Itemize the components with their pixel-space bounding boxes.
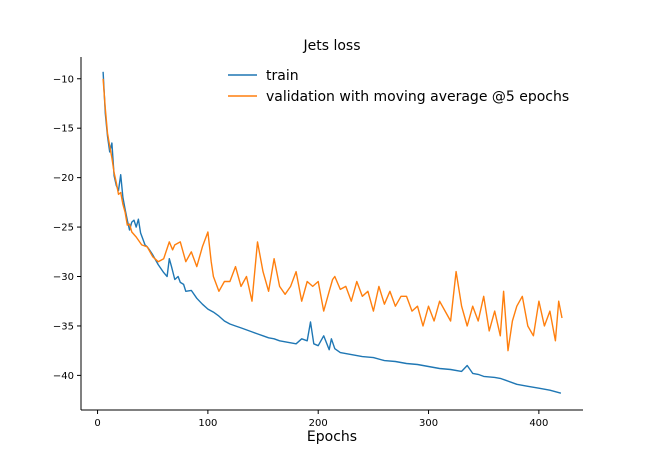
y-tick-label: −25 [53,223,74,234]
x-tick-label: 100 [198,418,217,429]
legend: train validation with moving average @5 … [228,68,569,105]
y-ticks: −10 −15 −20 −25 −30 −35 −40 [53,74,81,382]
legend-validation-label: validation with moving average @5 epochs [266,89,569,105]
y-tick-label: −15 [53,124,74,135]
validation-loss-line [102,78,563,352]
series-lines [102,71,563,394]
legend-train-label: train [266,68,299,84]
y-tick-label: −20 [53,173,74,184]
x-tick-label: 400 [529,418,548,429]
axes [80,57,583,411]
y-tick-label: −35 [53,321,74,332]
x-tick-label: 0 [94,418,100,429]
x-tick-label: 300 [419,418,438,429]
y-tick-label: −40 [53,371,74,382]
x-tick-label: 200 [309,418,328,429]
train-loss-line [102,71,562,394]
x-ticks: 0 100 200 300 400 [94,410,548,429]
y-tick-label: −30 [53,272,74,283]
x-axis-label: Epochs [307,429,357,445]
y-tick-label: −10 [53,74,74,85]
chart-title: Jets loss [302,38,360,54]
